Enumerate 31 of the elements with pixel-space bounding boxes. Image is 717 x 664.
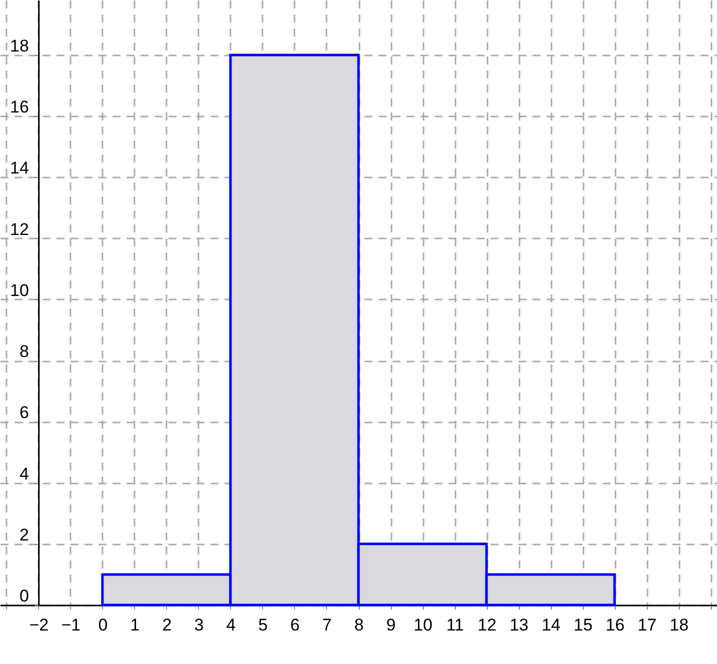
y-tick-label: 14	[10, 158, 29, 178]
x-tick-label: 13	[510, 616, 529, 634]
y-tick-label: 2	[19, 525, 29, 544]
x-tick-label: 7	[322, 616, 332, 634]
y-tick-label: 4	[19, 464, 29, 484]
y-tick-label: 18	[10, 36, 29, 56]
x-tick-label: 9	[386, 616, 396, 634]
x-tick-label: 11	[446, 616, 464, 634]
x-tick-label: 12	[478, 616, 496, 634]
x-tick-label: 14	[542, 616, 561, 634]
y-tick-label: 10	[10, 280, 29, 300]
x-tick-label: 17	[638, 616, 657, 634]
y-tick-label: 8	[19, 342, 29, 362]
x-tick-label: −1	[61, 616, 81, 634]
x-tick-label: 16	[606, 616, 625, 634]
y-tick-label: 6	[19, 403, 29, 422]
y-tick-label: 12	[10, 220, 29, 239]
x-tick-label: 2	[162, 616, 172, 634]
x-tick-label: 6	[290, 616, 300, 634]
x-tick-label: 5	[258, 616, 268, 634]
x-tick-label: −2	[29, 616, 49, 634]
y-tick-label: 0	[19, 586, 29, 606]
x-tick-label: 3	[194, 616, 204, 634]
x-tick-label: 18	[670, 616, 689, 634]
x-tick-label: 10	[414, 616, 432, 634]
x-tick-label: 4	[226, 616, 236, 634]
x-tick-label: 8	[354, 616, 364, 634]
y-tick-label: 16	[10, 98, 29, 117]
x-tick-label: 15	[574, 616, 593, 634]
x-tick-label: 1	[130, 616, 140, 634]
x-tick-label: 0	[98, 616, 108, 634]
